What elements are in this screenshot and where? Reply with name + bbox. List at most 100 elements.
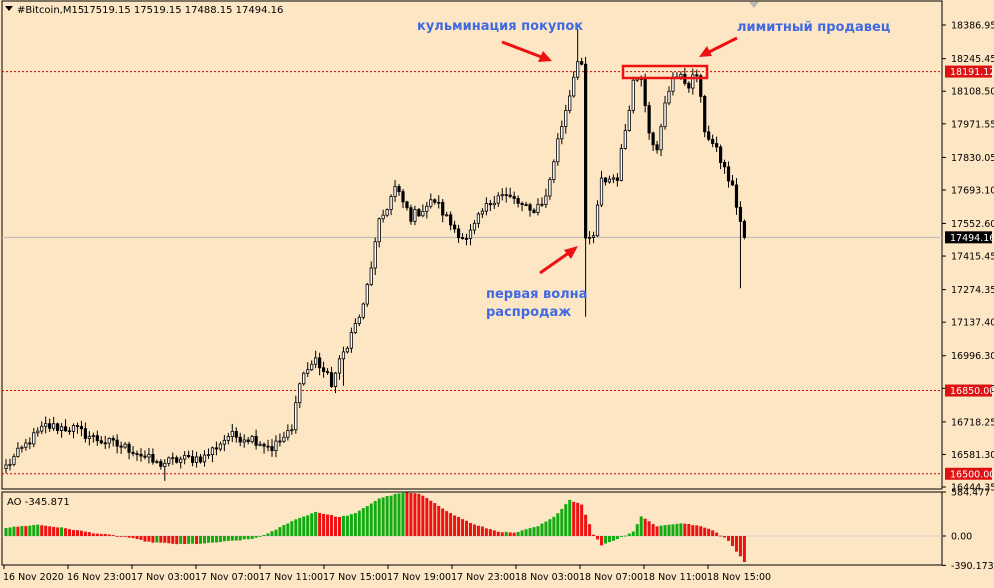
candle — [20, 445, 24, 453]
ao-pane[interactable] — [1, 491, 943, 566]
ao-bar — [68, 529, 72, 536]
candle — [147, 447, 151, 464]
ao-tick-label: 0.00 — [951, 532, 972, 543]
ao-bar — [310, 513, 314, 536]
ao-bar — [548, 519, 552, 536]
ao-bar — [365, 506, 369, 536]
candle — [246, 437, 250, 445]
ao-bar — [91, 533, 95, 536]
ao-bar — [210, 536, 214, 543]
ao-bar — [341, 515, 345, 536]
ao-bar — [369, 503, 373, 536]
candle — [425, 201, 429, 219]
candle — [345, 346, 350, 354]
candle — [492, 195, 496, 209]
ao-bar — [151, 536, 155, 543]
candle — [726, 161, 731, 188]
candle — [357, 314, 361, 327]
candle — [468, 224, 473, 246]
ao-bar — [48, 526, 52, 536]
chart-shift-marker-icon[interactable] — [749, 2, 759, 8]
ao-bar — [707, 528, 711, 536]
ao-bar — [401, 491, 405, 536]
ao-bar — [306, 515, 310, 536]
candle — [135, 450, 139, 461]
candle — [445, 211, 449, 217]
candle — [95, 430, 99, 446]
price-pane[interactable] — [1, 0, 943, 490]
ao-bar — [703, 527, 707, 536]
annotation-buying-climax: кульминация покупок — [417, 19, 583, 34]
ao-bar — [337, 517, 341, 536]
svg-text:16500.00: 16500.00 — [950, 469, 994, 480]
ao-bar — [663, 525, 667, 536]
ao-bar — [95, 533, 99, 536]
candle — [484, 197, 488, 216]
ao-bar — [226, 536, 230, 541]
candle — [695, 69, 699, 83]
candle — [449, 211, 453, 231]
candle — [143, 450, 147, 460]
ao-bar — [155, 536, 159, 543]
ao-bar — [468, 523, 472, 536]
candle — [206, 448, 211, 459]
ao-bar — [389, 495, 393, 536]
ao-bar — [437, 505, 441, 536]
ao-bar — [214, 536, 218, 543]
candle — [222, 434, 226, 452]
ao-bar — [480, 526, 484, 536]
price-tick-label: 18386.95 — [951, 21, 994, 32]
price-tick-label: 18108.50 — [951, 87, 994, 98]
candle — [556, 133, 560, 166]
price-tick-label: 17693.10 — [951, 186, 994, 197]
time-tick-label: 17 Nov 15:00 — [323, 572, 387, 583]
candle — [460, 233, 465, 240]
ao-bar — [631, 531, 635, 536]
candle — [282, 431, 286, 444]
candle — [520, 201, 524, 212]
price-tick-label: 16718.25 — [951, 417, 994, 428]
ao-bar — [671, 524, 675, 536]
ao-bar — [405, 492, 409, 536]
arrow-limit-seller — [699, 36, 738, 57]
ao-bar — [512, 532, 516, 536]
ao-bar — [179, 536, 183, 544]
ao-bar — [611, 536, 615, 541]
ao-bar — [556, 513, 560, 536]
candle — [719, 144, 723, 170]
ao-bar — [171, 536, 175, 544]
ao-bar — [103, 533, 107, 536]
candle — [548, 177, 552, 200]
candle — [568, 89, 572, 114]
ao-bar — [397, 493, 401, 536]
candle — [663, 95, 667, 130]
ao-title: AO -345.871 — [7, 497, 70, 508]
candle — [385, 208, 389, 218]
symbol-name: #Bitcoin,M15 — [17, 5, 84, 16]
time-tick-label: 17 Nov 07:00 — [195, 572, 259, 583]
ao-bar — [44, 525, 48, 536]
annotation-first-wave-line1: первая волна — [486, 287, 587, 302]
candle — [79, 420, 84, 437]
ao-bar — [187, 536, 191, 544]
candle — [722, 159, 727, 174]
ao-bar — [163, 536, 167, 543]
candle — [310, 360, 314, 371]
candle — [103, 435, 107, 449]
ao-bar — [409, 493, 413, 536]
candle — [337, 355, 342, 380]
candle — [464, 233, 469, 246]
candle — [560, 120, 564, 145]
price-tick-label: 16444.35 — [951, 483, 994, 494]
ao-bar — [552, 516, 556, 536]
ao-bar — [734, 536, 738, 552]
level-price-label: 16850.00 — [945, 384, 994, 397]
candle — [115, 434, 119, 454]
candle — [587, 231, 592, 245]
ao-bar — [433, 503, 437, 536]
candle — [286, 424, 290, 441]
candle — [504, 187, 508, 203]
ao-bar — [159, 536, 163, 543]
limit-seller-zone — [621, 64, 709, 80]
